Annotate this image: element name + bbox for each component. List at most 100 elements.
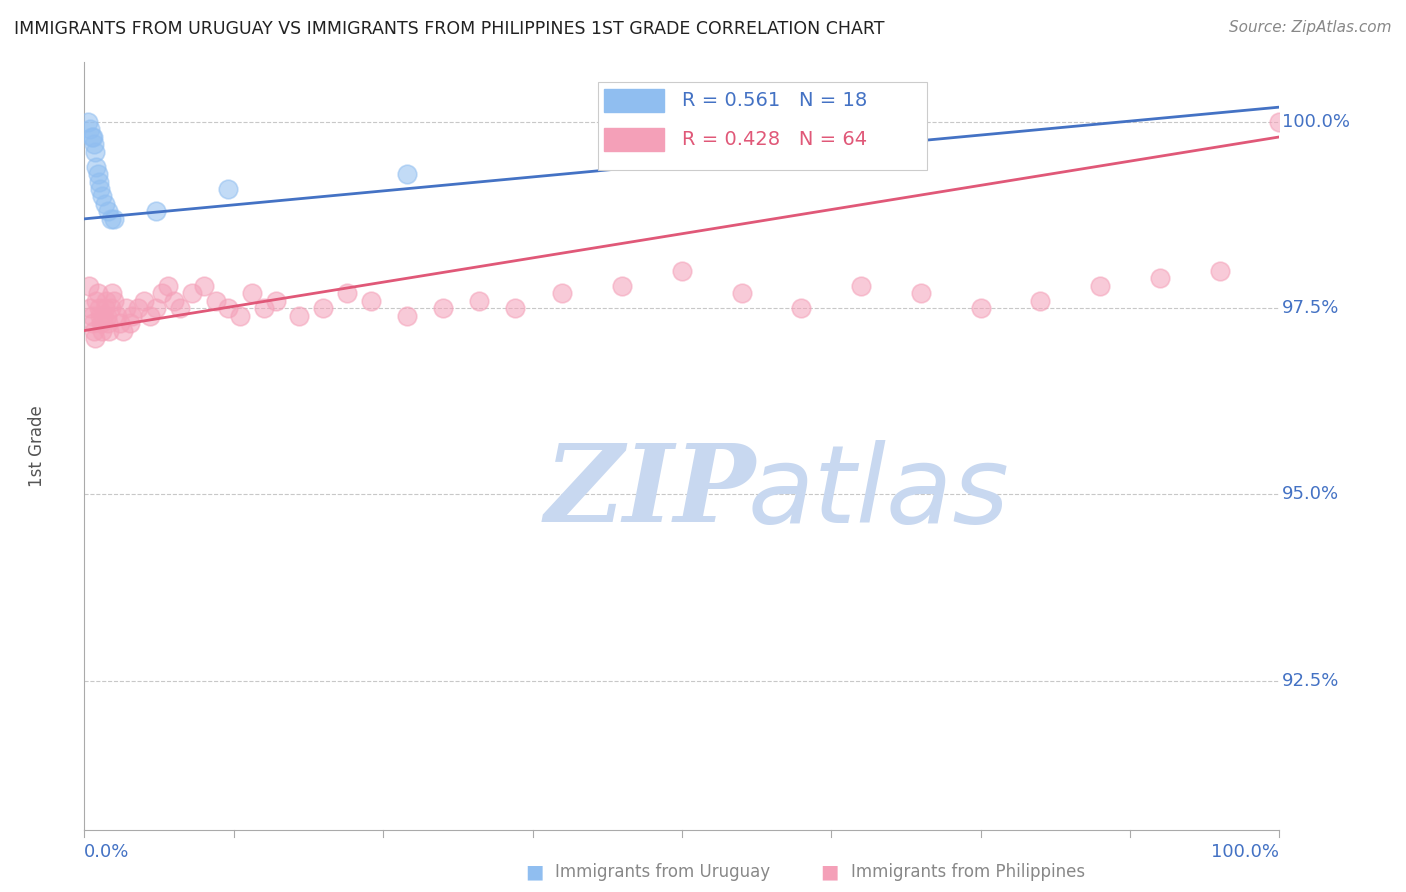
Text: 1st Grade: 1st Grade <box>28 405 45 487</box>
Point <box>84 331 107 345</box>
Text: R = 0.561   N = 18: R = 0.561 N = 18 <box>682 91 868 111</box>
Point <box>91 324 114 338</box>
Point <box>336 286 359 301</box>
Text: Immigrants from Uruguay: Immigrants from Uruguay <box>555 863 770 881</box>
Point <box>612 278 634 293</box>
Point <box>181 286 204 301</box>
Point <box>396 309 419 323</box>
Point <box>110 316 132 330</box>
Point <box>101 286 124 301</box>
Point <box>396 167 419 181</box>
Point <box>80 129 103 144</box>
Point <box>94 293 117 308</box>
Text: ■: ■ <box>524 863 544 882</box>
Point <box>468 293 491 308</box>
FancyBboxPatch shape <box>605 128 664 151</box>
Text: IMMIGRANTS FROM URUGUAY VS IMMIGRANTS FROM PHILIPPINES 1ST GRADE CORRELATION CHA: IMMIGRANTS FROM URUGUAY VS IMMIGRANTS FR… <box>14 20 884 37</box>
Point <box>139 309 162 323</box>
Point <box>1090 278 1112 293</box>
Point <box>851 278 873 293</box>
Point <box>503 301 526 316</box>
Point <box>671 264 693 278</box>
Point <box>150 286 173 301</box>
Point <box>89 182 111 196</box>
Point <box>145 204 167 219</box>
Text: R = 0.428   N = 64: R = 0.428 N = 64 <box>682 129 868 149</box>
Point <box>90 316 112 330</box>
Text: 100.0%: 100.0% <box>1212 843 1279 862</box>
Point <box>86 160 108 174</box>
Point <box>118 316 141 330</box>
Point <box>132 293 156 308</box>
Point <box>87 175 110 189</box>
Point <box>86 293 108 308</box>
Point <box>111 324 134 338</box>
Point <box>100 301 122 316</box>
Point <box>240 286 263 301</box>
Point <box>205 293 228 308</box>
Point <box>100 211 122 226</box>
Text: 0.0%: 0.0% <box>84 843 129 862</box>
Point <box>217 301 239 316</box>
Point <box>91 189 114 203</box>
Point <box>115 301 138 316</box>
Text: 95.0%: 95.0% <box>1282 485 1339 503</box>
Text: ZIP: ZIP <box>544 439 756 545</box>
Text: atlas: atlas <box>748 440 1010 544</box>
Point <box>77 115 100 129</box>
FancyBboxPatch shape <box>605 89 664 112</box>
Point <box>82 129 104 144</box>
Point <box>93 197 115 211</box>
Point <box>93 301 115 316</box>
Point <box>127 301 149 316</box>
Point <box>77 278 100 293</box>
Point <box>910 286 932 301</box>
Point <box>80 309 103 323</box>
Point <box>264 293 287 308</box>
Text: Source: ZipAtlas.com: Source: ZipAtlas.com <box>1229 20 1392 35</box>
Point <box>970 301 993 316</box>
Point <box>83 324 105 338</box>
Point <box>84 145 107 159</box>
Point <box>157 278 180 293</box>
Text: 97.5%: 97.5% <box>1282 299 1340 318</box>
Point <box>103 293 125 308</box>
Point <box>97 204 120 219</box>
Point <box>93 309 115 323</box>
Point <box>1149 271 1171 285</box>
Point <box>193 278 215 293</box>
Point <box>97 316 120 330</box>
Point <box>1029 293 1052 308</box>
Point <box>103 211 125 226</box>
Point <box>790 301 813 316</box>
Point <box>83 137 105 152</box>
FancyBboxPatch shape <box>599 81 927 169</box>
Point <box>96 309 118 323</box>
Point <box>86 167 108 181</box>
Point <box>79 122 101 136</box>
Point <box>121 309 143 323</box>
Point <box>360 293 382 308</box>
Point <box>163 293 186 308</box>
Point <box>98 324 121 338</box>
Point <box>253 301 276 316</box>
Text: 92.5%: 92.5% <box>1282 672 1340 690</box>
Text: Immigrants from Philippines: Immigrants from Philippines <box>851 863 1085 881</box>
Point <box>89 309 111 323</box>
Point <box>105 309 128 323</box>
Text: 100.0%: 100.0% <box>1282 113 1350 131</box>
Point <box>86 286 108 301</box>
Point <box>229 309 252 323</box>
Point <box>1268 115 1291 129</box>
Point <box>312 301 335 316</box>
Point <box>87 301 110 316</box>
Point <box>217 182 239 196</box>
Point <box>731 286 754 301</box>
Point <box>551 286 574 301</box>
Point <box>82 316 104 330</box>
Point <box>288 309 311 323</box>
Point <box>169 301 191 316</box>
Point <box>1209 264 1232 278</box>
Point <box>432 301 454 316</box>
Point <box>145 301 167 316</box>
